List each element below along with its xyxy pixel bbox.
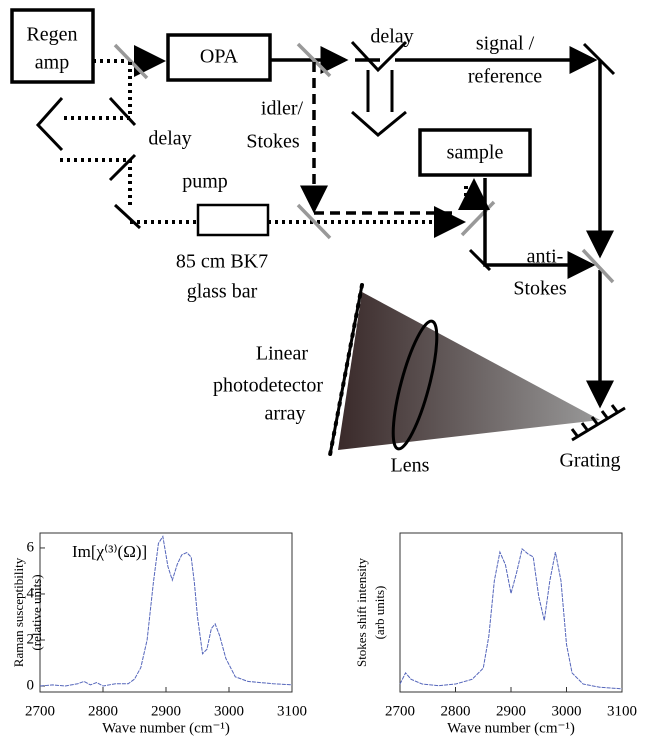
label: photodetector (213, 375, 323, 397)
label: sample (447, 142, 504, 164)
charts: 2700 2800 2900 3000 3100 0 2 4 6 Wave number (cm⁻… (11, 532, 637, 736)
y-tick-label: 0 (27, 677, 35, 693)
diagram: Regen amp OPA delay signal / reference i… (10, 8, 626, 477)
x-tick-label: 2900 (496, 703, 526, 719)
mirror (468, 248, 492, 272)
label: Stokes (246, 131, 300, 153)
data-line (39, 535, 293, 687)
label: delay (370, 26, 413, 48)
label: anti- (527, 246, 564, 268)
x-tick-label: 2800 (88, 703, 118, 719)
dispersed-beam (338, 292, 600, 450)
x-axis-label: Wave number (cm⁻¹) (102, 720, 230, 736)
delay-mirrors (35, 96, 137, 182)
label: reference (468, 66, 542, 88)
y-axis-label: (relative units) (29, 574, 44, 650)
label: Grating (559, 450, 620, 472)
beamsplitter (460, 200, 496, 237)
label: Stokes (513, 278, 567, 300)
annotation: Im[χ⁽³⁾(Ω)] (72, 542, 147, 561)
delay-stage (350, 40, 408, 137)
y-tick-label: 4 (27, 585, 35, 601)
label: delay (148, 128, 191, 150)
y-tick-label: 2 (27, 631, 35, 647)
label: OPA (200, 46, 239, 68)
data-line (399, 547, 623, 690)
plot-frame (399, 532, 623, 693)
regen-box (10, 8, 95, 84)
label: Linear (256, 343, 309, 365)
label: pump (182, 171, 228, 193)
label: array (264, 403, 305, 425)
label: Regen (26, 24, 77, 46)
label: signal / (476, 33, 535, 55)
y-axis-label: Stokes shift intensity (354, 557, 369, 667)
x-tick-label: 3100 (607, 703, 637, 719)
x-tick-label: 3000 (552, 703, 582, 719)
glass-bar (196, 203, 270, 237)
beamsplitter (296, 42, 332, 78)
x-axis-label: Wave number (cm⁻¹) (447, 720, 575, 736)
detector-line (328, 284, 364, 456)
x-tick-label: 3000 (214, 703, 244, 719)
x-tick-label: 2800 (441, 703, 471, 719)
label: glass bar (187, 281, 258, 303)
x-tick-label: 3100 (277, 703, 307, 719)
beamsplitter (113, 43, 149, 80)
label: Lens (391, 455, 430, 477)
beamsplitter (581, 248, 615, 284)
y-axis-label: (arb units) (372, 586, 387, 640)
grating (570, 404, 626, 442)
label: 85 cm BK7 (176, 251, 268, 273)
label: amp (35, 52, 69, 74)
lens (391, 319, 439, 451)
mirror (113, 203, 142, 230)
x-tick-label: 2900 (151, 703, 181, 719)
mirror (582, 42, 616, 76)
x-tick-label: 2700 (25, 703, 55, 719)
y-axis-label: Raman susceptibility (11, 557, 26, 667)
x-tick-label: 2700 (385, 703, 415, 719)
y-tick-label: 6 (27, 539, 35, 555)
beamsplitter (296, 203, 332, 240)
label: idler/ (261, 98, 304, 120)
beam (466, 182, 474, 210)
opa-box (166, 33, 272, 82)
